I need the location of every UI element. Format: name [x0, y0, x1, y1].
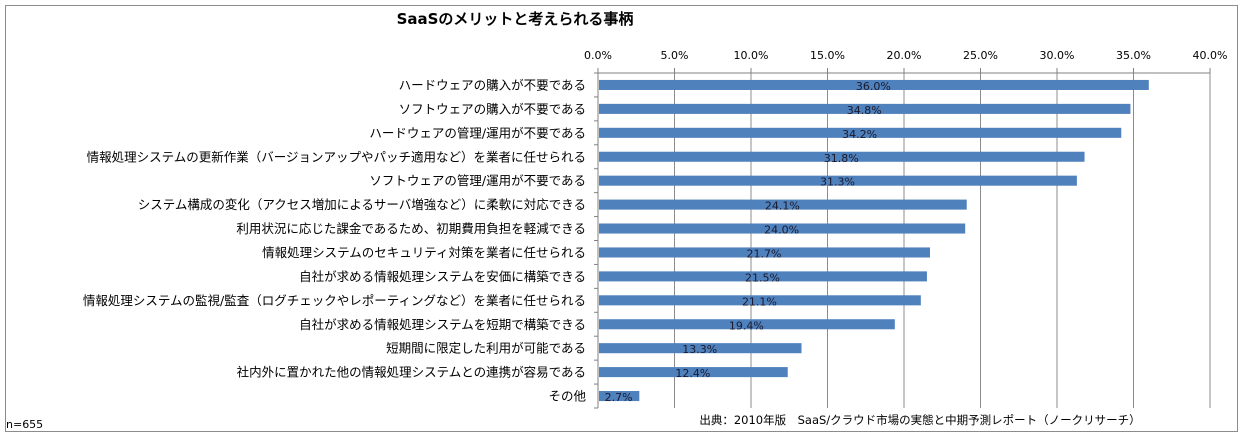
category-label: 短期間に限定した利用が可能である	[386, 341, 586, 356]
category-label: ハードウェアの購入が不要である	[399, 77, 586, 92]
bar	[599, 199, 967, 210]
data-label: 31.8%	[824, 152, 859, 165]
category-label: 社内外に置かれた他の情報処理システムとの連携が容易である	[237, 365, 586, 380]
data-label: 21.7%	[747, 247, 782, 260]
data-labels: 36.0% 34.8% 34.2% 31.8% 31.3% 24.1% 24.0% 21.7%…	[605, 80, 891, 404]
x-tick-label: 35.0%	[1116, 49, 1151, 62]
x-tick-label: 20.0%	[887, 49, 922, 62]
category-label: ソフトウェアの管理/運用が不要である	[369, 173, 586, 188]
chart-frame	[5, 5, 1238, 432]
bar	[599, 151, 1085, 162]
chart-title: SaaSのメリットと考えられる事柄	[397, 10, 634, 28]
bar	[599, 343, 802, 354]
data-label: 13.3%	[682, 343, 717, 356]
x-tick-label: 25.0%	[963, 49, 998, 62]
x-tick-label: 15.0%	[810, 49, 845, 62]
bar	[599, 247, 931, 258]
x-tick-label: 10.0%	[734, 49, 769, 62]
category-label: 情報処理システムのセキュリティ対策を業者に任せられる	[262, 245, 586, 260]
x-tick-label: 0.0%	[584, 49, 612, 62]
data-label: 24.0%	[764, 224, 799, 237]
bar	[599, 175, 1077, 186]
bar	[599, 79, 1149, 90]
data-label: 21.5%	[745, 271, 780, 284]
bar	[599, 271, 927, 282]
bar	[599, 103, 1131, 114]
data-label: 12.4%	[675, 367, 710, 380]
x-tick-label: 40.0%	[1193, 49, 1228, 62]
x-tick-label: 5.0%	[661, 49, 689, 62]
x-tick-label: 30.0%	[1040, 49, 1075, 62]
data-label: 24.1%	[765, 200, 800, 213]
data-label: 36.0%	[856, 80, 891, 93]
bar	[599, 367, 788, 378]
bar	[599, 127, 1122, 138]
data-label: 19.4%	[729, 319, 764, 332]
data-label: 34.8%	[847, 104, 882, 117]
source-note: 出典：2010年版 SaaS/クラウド市場の実態と中期予測レポート（ノークリサー…	[699, 413, 1140, 427]
bar	[599, 319, 895, 330]
category-label: 情報処理システムの監視/監査（ログチェックやレポーティングなど）を業者に任せられ…	[83, 293, 586, 308]
category-labels: ハードウェアの購入が不要であるソフトウェアの購入が不要であるハードウェアの管理/…	[83, 77, 587, 403]
bar	[599, 391, 640, 402]
category-label: ハードウェアの管理/運用が不要である	[369, 125, 586, 140]
gridlines	[594, 68, 1211, 409]
category-label: 自社が求める情報処理システムを安価に構築できる	[299, 269, 586, 284]
category-label: 利用状況に応じた課金であるため、初期費用負担を軽減できる	[236, 221, 586, 236]
bar	[599, 223, 966, 234]
category-label: システム構成の変化（アクセス増加によるサーバ増強など）に柔軟に対応できる	[138, 197, 586, 212]
sample-size-note: n=655	[6, 418, 43, 431]
data-label: 2.7%	[605, 391, 633, 404]
category-label: 自社が求める情報処理システムを短期で構築できる	[299, 317, 586, 332]
category-label: ソフトウェアの購入が不要である	[399, 101, 586, 116]
bar	[599, 295, 921, 306]
data-label: 21.1%	[742, 295, 777, 308]
category-label: 情報処理システムの更新作業（バージョンアップやパッチ適用など）を業者に任せられる	[87, 149, 586, 164]
data-label: 31.3%	[820, 176, 855, 189]
bars	[599, 79, 1149, 402]
category-label: その他	[548, 389, 586, 404]
x-axis-ticks: 0.0% 5.0% 10.0% 15.0% 20.0% 25.0% 30.0% 35.0% 40…	[584, 49, 1227, 62]
data-label: 34.2%	[842, 128, 877, 141]
